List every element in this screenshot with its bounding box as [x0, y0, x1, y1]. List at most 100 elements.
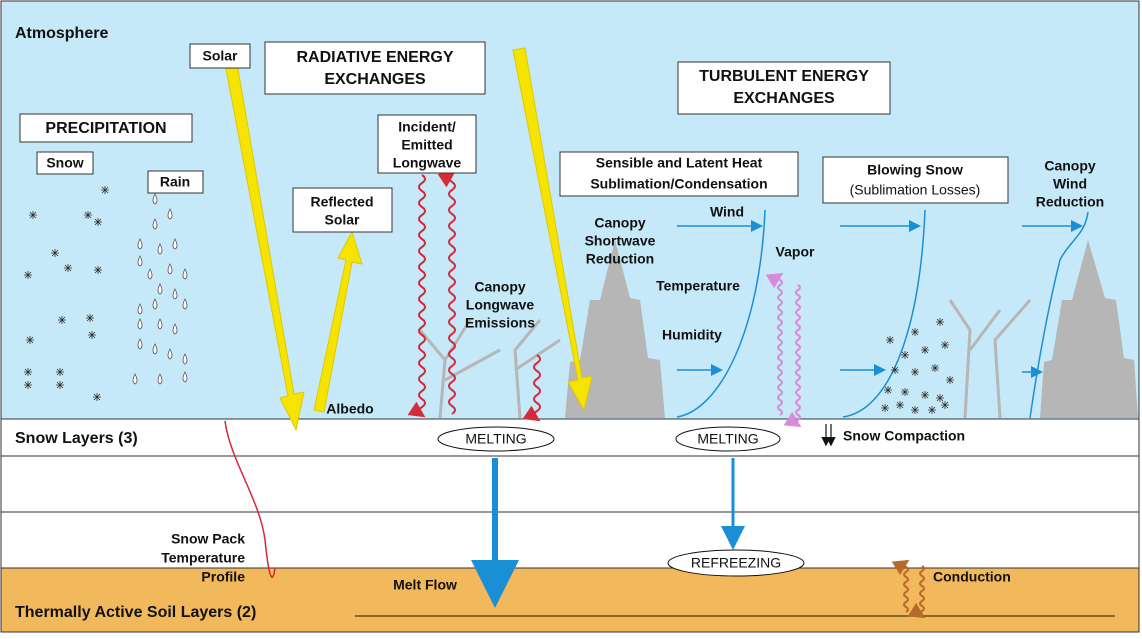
snowflake: [94, 266, 102, 274]
label: Solar: [202, 48, 238, 64]
snowflake: [56, 368, 64, 376]
arrows: [221, 45, 1089, 608]
snowflake: [56, 381, 64, 389]
raindrop: [157, 243, 163, 255]
raindrop: [172, 288, 178, 300]
snowflake: [901, 351, 909, 359]
raindrop: [182, 371, 188, 383]
snowflake: [29, 211, 37, 219]
label: Canopy: [474, 279, 526, 295]
snowflake: [911, 368, 919, 376]
label: Reduction: [1036, 194, 1104, 210]
raindrop: [182, 298, 188, 310]
snowflake: [84, 211, 92, 219]
raindrop: [167, 263, 173, 275]
label: (Sublimation Losses): [850, 182, 981, 198]
wavy-arrow: [907, 565, 926, 619]
raindrop: [147, 268, 153, 280]
raindrop: [152, 343, 158, 355]
snowflake: [941, 401, 949, 409]
label: Sublimation/Condensation: [590, 176, 767, 192]
raindrop: [157, 283, 163, 295]
raindrop: [152, 298, 158, 310]
label: Emitted: [401, 137, 452, 153]
raindrop: [137, 255, 143, 267]
labels: Atmosphere Solar RADIATIVE ENERGY EXCHAN…: [15, 25, 1104, 621]
label: MELTING: [465, 431, 526, 447]
snowflake: [886, 336, 894, 344]
raindrop: [137, 318, 143, 330]
snowflake: [921, 346, 929, 354]
snowflake: [88, 331, 96, 339]
snowflake: [86, 314, 94, 322]
label: MELTING: [697, 431, 758, 447]
label: TURBULENT ENERGY: [699, 68, 869, 85]
snowflake: [896, 401, 904, 409]
label: Blowing Snow: [867, 162, 963, 178]
label: Incident/: [398, 119, 456, 135]
snowflake: [24, 368, 32, 376]
label: Melt Flow: [393, 577, 457, 593]
wavy-arrow: [891, 559, 910, 613]
label: Vapor: [776, 244, 815, 260]
snowflake: [911, 328, 919, 336]
label: EXCHANGES: [733, 90, 835, 107]
label: Rain: [160, 174, 190, 190]
snowflake: [901, 388, 909, 396]
raindrop: [137, 238, 143, 250]
snowflake: [946, 376, 954, 384]
label: Atmosphere: [15, 25, 108, 42]
label: Reflected: [310, 194, 373, 210]
label: Snow Pack: [171, 531, 245, 547]
raindrop: [172, 323, 178, 335]
snowflake: [921, 391, 929, 399]
label: Shortwave: [585, 233, 656, 249]
raindrop: [167, 208, 173, 220]
label: Profile: [201, 569, 245, 585]
snowflake: [51, 249, 59, 257]
raindrop: [137, 338, 143, 350]
raindrop: [157, 373, 163, 385]
raindrop: [132, 373, 138, 385]
raindrop: [157, 318, 163, 330]
label: Snow Compaction: [843, 428, 965, 444]
label: Thermally Active Soil Layers (2): [15, 604, 256, 621]
snowflake: [101, 186, 109, 194]
wavy-arrow: [522, 354, 541, 422]
label: REFREEZING: [691, 555, 781, 571]
raindrop: [152, 193, 158, 205]
wavy-arrow: [765, 272, 784, 416]
wavy-arrow: [437, 171, 456, 415]
snowflake: [26, 336, 34, 344]
label: Canopy: [1044, 158, 1096, 174]
label: Reduction: [586, 251, 654, 267]
label: RADIATIVE ENERGY: [296, 49, 453, 66]
label: Snow: [46, 155, 83, 171]
precipitation-symbols: [24, 186, 954, 414]
label: Wind: [710, 204, 744, 220]
snowflake: [94, 218, 102, 226]
waves: [407, 171, 926, 619]
wavy-arrow: [783, 284, 802, 428]
label: Albedo: [326, 401, 373, 417]
raindrop: [182, 353, 188, 365]
snowflake: [64, 264, 72, 272]
label: Wind: [1053, 176, 1087, 192]
snowflake: [24, 381, 32, 389]
wavy-arrow: [407, 174, 426, 418]
raindrop: [182, 268, 188, 280]
label: EXCHANGES: [324, 71, 426, 88]
label: Conduction: [933, 569, 1011, 585]
snowflake: [93, 393, 101, 401]
label: Sensible and Latent Heat: [596, 155, 763, 171]
label: Emissions: [465, 315, 535, 331]
raindrop: [167, 348, 173, 360]
ovals: [437, 426, 805, 577]
raindrop: [152, 218, 158, 230]
snowflake: [891, 366, 899, 374]
label: Longwave: [393, 155, 462, 171]
label: Snow Layers (3): [15, 430, 138, 447]
snowflake: [936, 394, 944, 402]
